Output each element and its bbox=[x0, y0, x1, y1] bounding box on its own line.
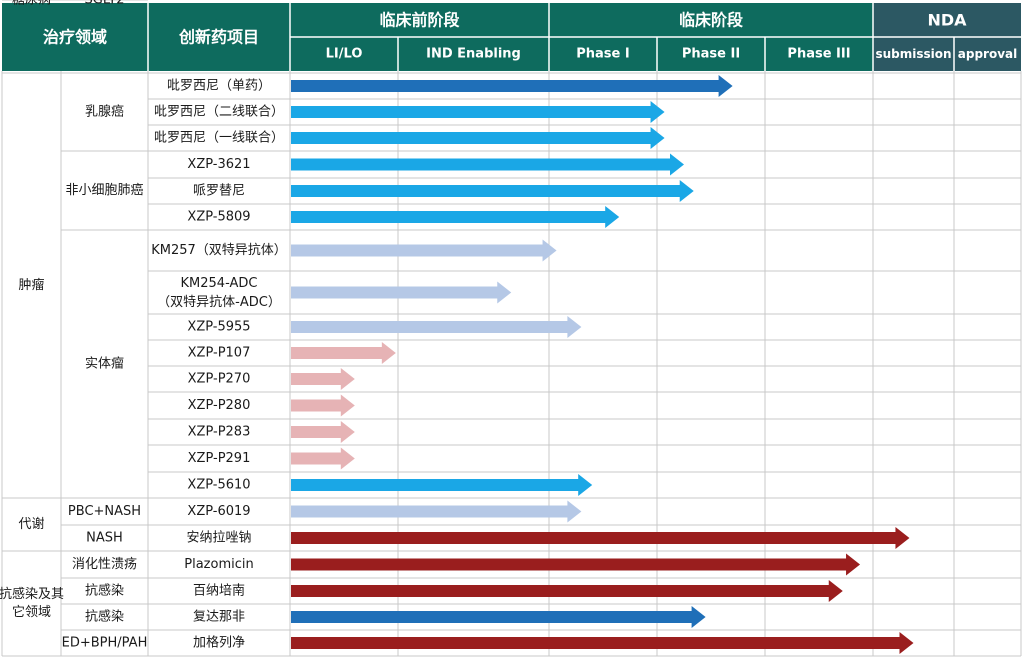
progress-arrow bbox=[291, 553, 861, 576]
area-label: 它领域 bbox=[12, 604, 51, 620]
indication-label: 抗感染 bbox=[85, 609, 124, 625]
project-name: 安纳拉唑钠 bbox=[186, 530, 251, 546]
progress-arrow bbox=[291, 421, 355, 443]
project-name: XZP-P107 bbox=[188, 346, 251, 361]
project-name: XZP-P283 bbox=[188, 425, 251, 440]
indication-label: 抗感染 bbox=[85, 583, 124, 599]
progress-arrow bbox=[291, 368, 355, 390]
header-phase-5: submission bbox=[875, 47, 951, 61]
indication-label: 实体瘤 bbox=[85, 356, 124, 372]
area-label: 抗感染及其 bbox=[0, 586, 64, 602]
project-name: XZP-P291 bbox=[188, 451, 251, 466]
progress-arrow bbox=[291, 342, 396, 364]
project-name: 复达那非 bbox=[193, 610, 245, 625]
project-name: XZP-6019 bbox=[187, 504, 250, 519]
progress-arrow bbox=[291, 527, 910, 549]
progress-arrow bbox=[291, 153, 684, 176]
header: 治疗领域 创新药项目 临床前阶段 临床阶段 NDA LI/LO IND Enabling Ph… bbox=[2, 3, 1021, 71]
area-label: 代谢 bbox=[18, 516, 44, 532]
project-name: XZP-P270 bbox=[188, 372, 251, 387]
project-name: 加格列净 bbox=[193, 635, 245, 651]
indication-label: ED+BPH/PAH bbox=[62, 636, 148, 651]
area-label: 肿瘤 bbox=[18, 277, 44, 293]
header-project: 创新药项目 bbox=[178, 28, 259, 47]
progress-arrow bbox=[291, 447, 355, 470]
project-name: 吡罗西尼（一线联合） bbox=[154, 131, 284, 146]
project-name: XZP-P280 bbox=[188, 398, 251, 413]
progress-arrow bbox=[291, 239, 557, 262]
project-name: （双特异抗体-ADC） bbox=[157, 295, 281, 310]
project-name: XZP-5955 bbox=[187, 320, 250, 335]
progress-arrow bbox=[291, 101, 665, 123]
project-name: KM257（双特异抗体） bbox=[151, 243, 287, 258]
header-clinical: 临床阶段 bbox=[679, 11, 744, 30]
project-name: Plazomicin bbox=[184, 557, 253, 572]
indication-label: SGLT2 bbox=[85, 0, 125, 8]
indication-label: 非小细胞肺癌 bbox=[65, 182, 143, 198]
progress-arrow bbox=[291, 281, 512, 304]
header-area: 治疗领域 bbox=[43, 28, 107, 47]
project-name: 百纳培南 bbox=[193, 583, 245, 599]
progress-arrow bbox=[291, 75, 733, 97]
progress-arrow bbox=[291, 316, 582, 338]
header-phase-1: IND Enabling bbox=[426, 47, 521, 62]
indication-label: 消化性溃疡 bbox=[72, 557, 137, 572]
project-name: XZP-5610 bbox=[187, 478, 250, 493]
progress-arrow bbox=[291, 180, 694, 202]
project-name: XZP-3621 bbox=[187, 157, 250, 172]
header-phase-6: approval bbox=[958, 47, 1017, 61]
progress-arrow bbox=[291, 500, 582, 523]
indication-label: NASH bbox=[86, 531, 123, 546]
progress-arrow bbox=[291, 127, 665, 149]
header-phase-0: LI/LO bbox=[326, 47, 363, 62]
progress-arrows bbox=[291, 75, 914, 654]
progress-arrow bbox=[291, 632, 914, 654]
progress-arrow bbox=[291, 206, 620, 228]
project-name: XZP-5809 bbox=[187, 210, 250, 225]
header-nda: NDA bbox=[927, 11, 967, 30]
progress-arrow bbox=[291, 394, 355, 417]
indication-label: 乳腺癌 bbox=[85, 104, 124, 120]
project-name: 吡罗西尼（二线联合） bbox=[154, 105, 284, 120]
header-phase-3: Phase II bbox=[682, 47, 740, 62]
header-phase-4: Phase III bbox=[787, 47, 850, 62]
header-preclinical: 临床前阶段 bbox=[379, 11, 460, 30]
project-name: 吡罗西尼（单药） bbox=[167, 79, 271, 94]
project-name: KM254-ADC bbox=[181, 276, 258, 291]
project-name: 哌罗替尼 bbox=[193, 183, 245, 199]
progress-arrow bbox=[291, 474, 593, 496]
progress-arrow bbox=[291, 580, 843, 602]
progress-arrow bbox=[291, 606, 706, 628]
header-phase-2: Phase I bbox=[576, 47, 629, 62]
area-label: 糖尿病 bbox=[12, 0, 51, 8]
indication-label: PBC+NASH bbox=[68, 504, 141, 519]
